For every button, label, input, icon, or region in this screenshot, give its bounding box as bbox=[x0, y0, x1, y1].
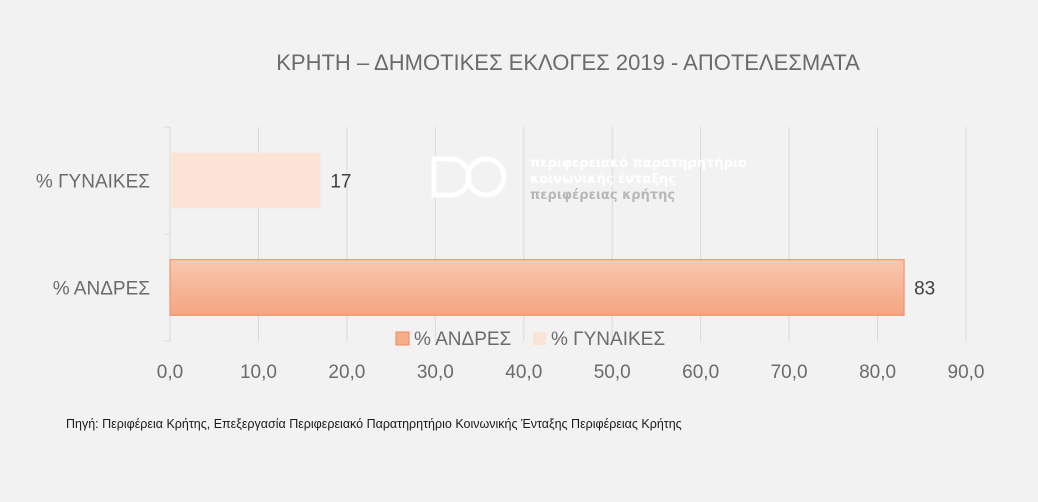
x-tick-label: 0,0 bbox=[157, 362, 183, 383]
watermark-line-1: περιφερειακό παρατηρητήριο bbox=[530, 156, 747, 171]
bar bbox=[169, 259, 905, 316]
watermark-logo: περιφερειακό παρατηρητήριο κοινωνικής έν… bbox=[431, 156, 747, 203]
bar bbox=[170, 152, 321, 209]
x-tick-label: 40,0 bbox=[505, 362, 542, 383]
x-tick-label: 30,0 bbox=[417, 362, 454, 383]
x-tick-label: 70,0 bbox=[771, 362, 808, 383]
x-axis-ticks: 0,0 10,0 20,0 30,0 40,0 50,0 60,0 70,0 80,0 90,0 bbox=[157, 362, 985, 383]
watermark-line-2: κοινωνικής ένταξης bbox=[530, 172, 676, 187]
category-label: % ΓΥΝΑΙΚΕΣ bbox=[36, 172, 150, 193]
data-label: 17 bbox=[330, 172, 351, 193]
legend: % ΑΝΔΡΕΣ % ΓΥΝΑΙΚΕΣ bbox=[395, 329, 665, 350]
x-tick-label: 90,0 bbox=[948, 362, 985, 383]
bars bbox=[169, 152, 905, 316]
source-note: Πηγή: Περιφέρεια Κρήτης, Επεξεργασία Περ… bbox=[66, 417, 682, 431]
watermark-line-3: περιφέρειας κρήτης bbox=[530, 188, 675, 203]
x-tick-label: 60,0 bbox=[682, 362, 719, 383]
legend-swatch bbox=[533, 332, 546, 345]
legend-label: % ΓΥΝΑΙΚΕΣ bbox=[551, 329, 665, 350]
legend-label: % ΑΝΔΡΕΣ bbox=[414, 329, 511, 350]
y-axis-categories: % ΓΥΝΑΙΚΕΣ % ΑΝΔΡΕΣ bbox=[36, 172, 150, 300]
legend-swatch bbox=[395, 331, 410, 346]
x-tick-label: 50,0 bbox=[594, 362, 631, 383]
data-label: 83 bbox=[914, 279, 935, 300]
x-tick-label: 10,0 bbox=[240, 362, 277, 383]
chart-title: ΚΡΗΤΗ – ΔΗΜΟΤΙΚΕΣ ΕΚΛΟΓΕΣ 2019 - ΑΠΟΤΕΛΕ… bbox=[276, 50, 860, 75]
x-tick-label: 80,0 bbox=[859, 362, 896, 383]
observatory-logo-icon bbox=[431, 156, 507, 198]
category-label: % ΑΝΔΡΕΣ bbox=[53, 279, 150, 300]
x-tick-label: 20,0 bbox=[328, 362, 365, 383]
